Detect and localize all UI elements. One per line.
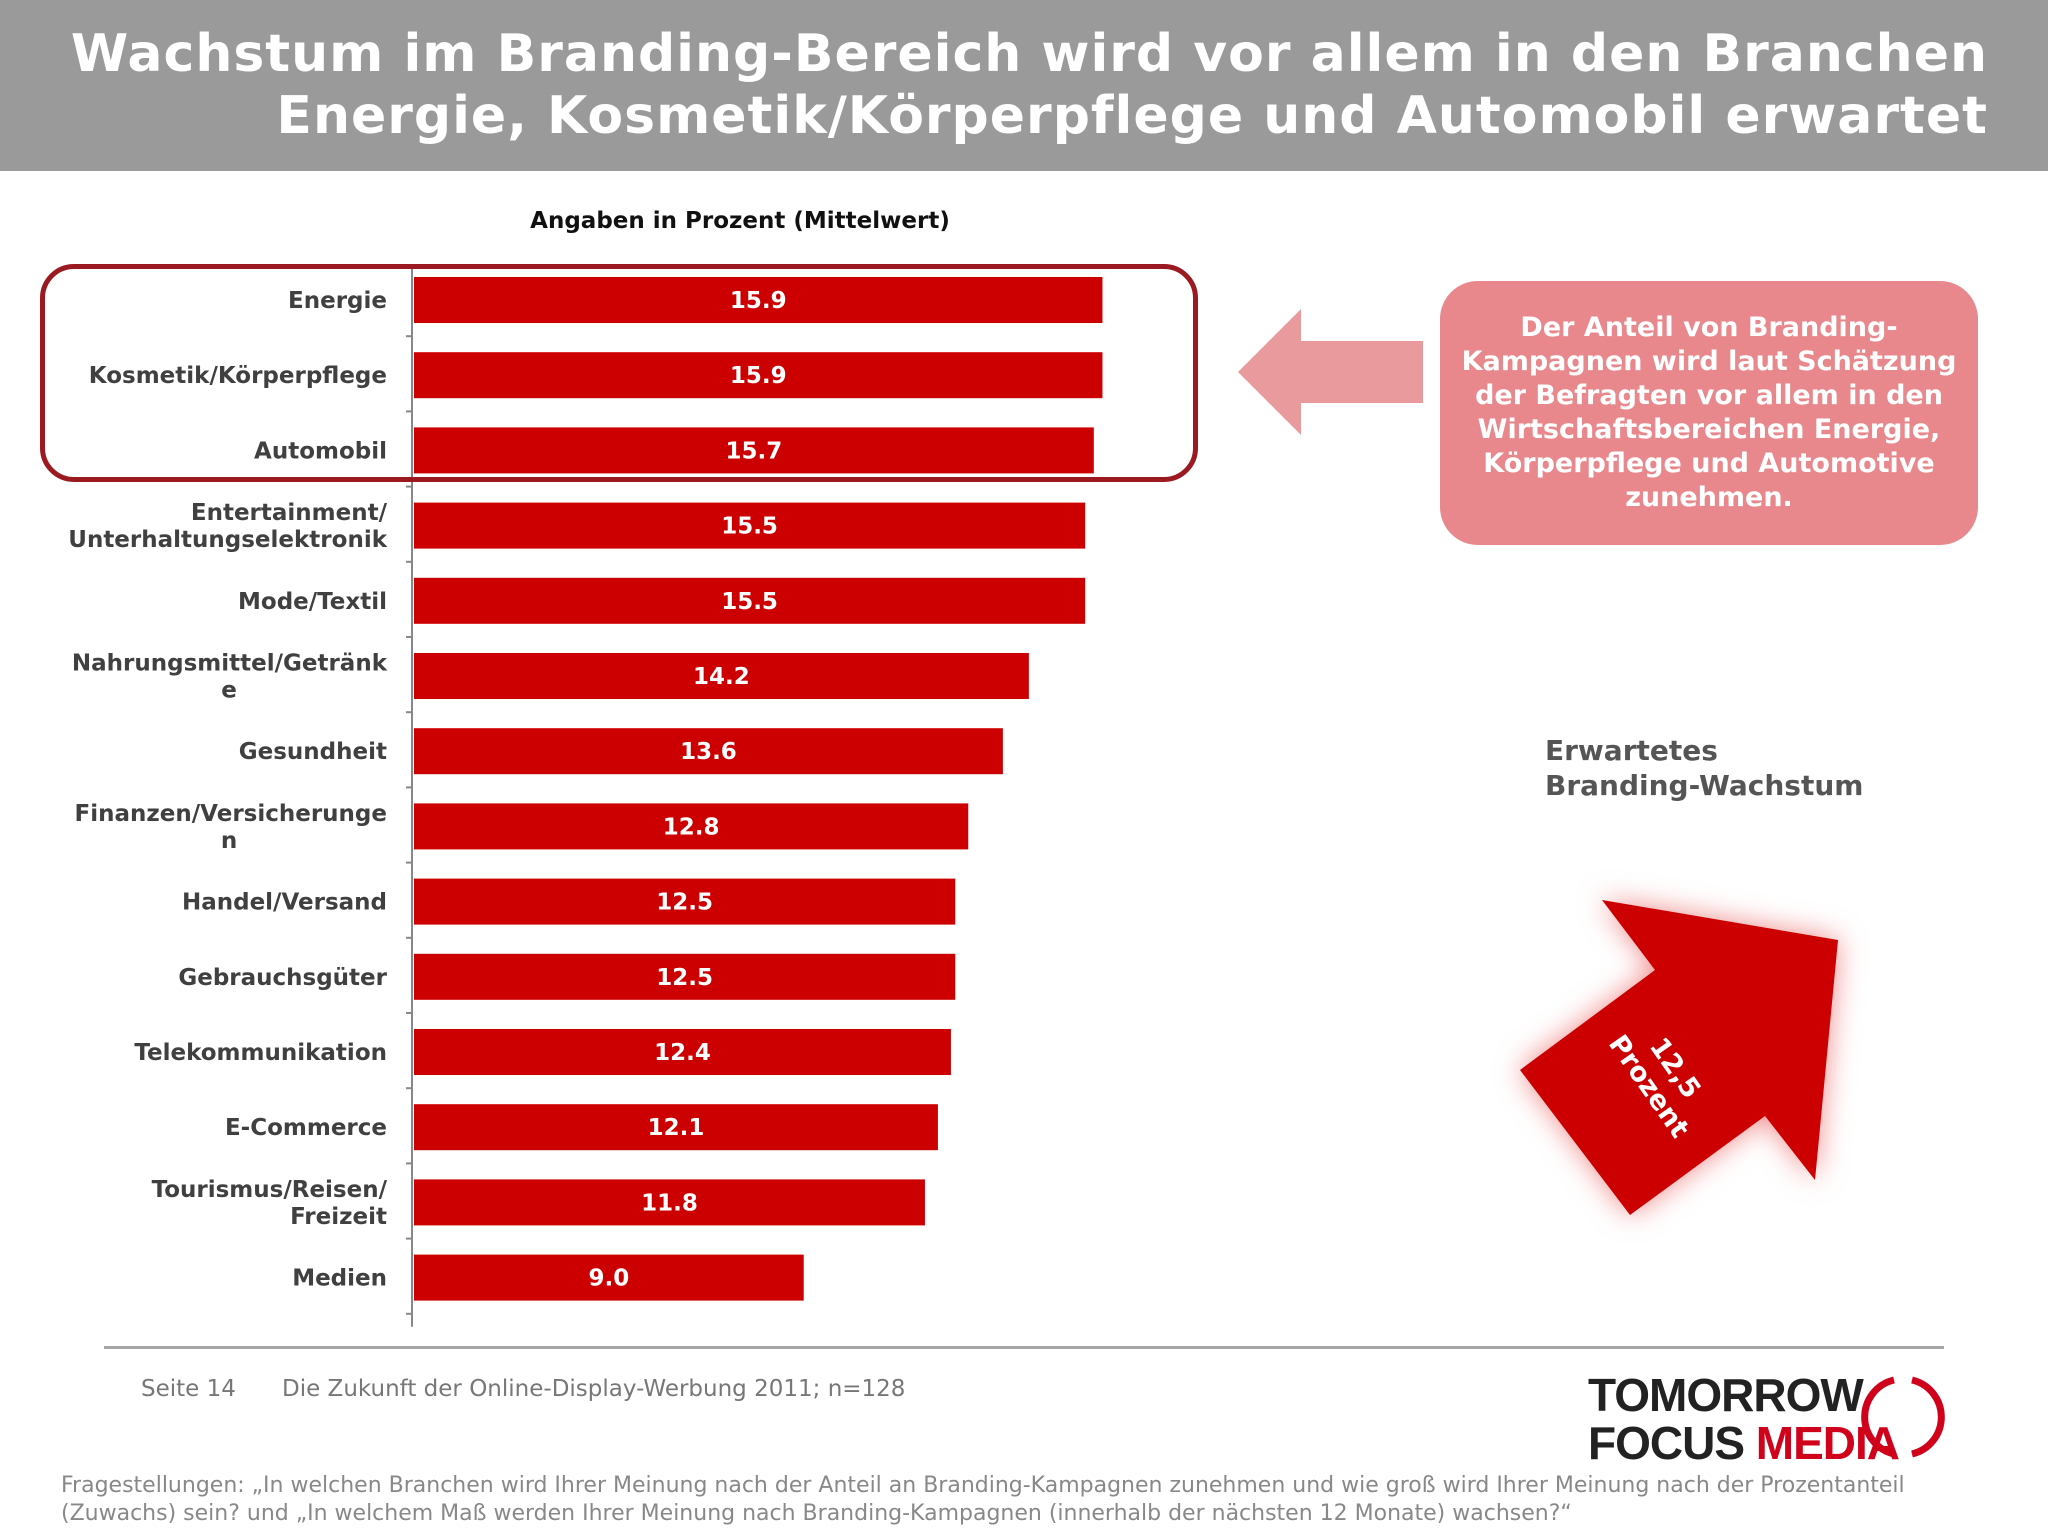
logo-line-1: TOMORROW [1588,1369,1864,1421]
logo-line-2: FOCUS MEDIA [1588,1416,1900,1470]
bar [414,803,969,850]
callout-text: Der Anteil von Branding-Kampagnen wird l… [1461,312,1957,513]
category-label: Gesundheit [239,739,387,765]
bar [414,502,1086,549]
logo-mark-icon [1861,1376,1945,1458]
category-label: Medien [292,1266,387,1292]
category-label: Freizeit [290,1204,387,1230]
bar [414,728,1003,775]
logo: TOMORROW FOCUS MEDIA [1588,1368,1948,1470]
bar-value-label: 12.4 [654,1040,711,1066]
bar-value-label: 11.8 [641,1190,698,1216]
bar-value-label: 15.5 [721,514,778,540]
category-label: Unterhaltungselektronik [68,527,387,553]
bar [414,653,1029,699]
bar [414,577,1086,624]
category-label: Nahrungsmittel/Getränk [72,651,388,677]
logo-line-2-focus: FOCUS [1588,1417,1756,1469]
page-title-line-1: Wachstum im Branding-Bereich wird vor al… [70,24,1988,84]
category-label: Mode/Textil [238,589,387,615]
bar-value-label: 15.9 [730,288,787,314]
source-text: Die Zukunft der Online-Display-Werbung 2… [282,1376,906,1402]
highlight-frame [40,264,1198,482]
page-number: Seite 14 [141,1376,236,1402]
category-label: Tourismus/Reisen/ [152,1177,388,1203]
category-label: Kosmetik/Körperpflege [89,363,387,389]
bar [414,953,956,1000]
bar-value-label: 9.0 [588,1266,629,1292]
page-title-line-2: Energie, Kosmetik/Körperpflege und Autom… [276,86,1988,146]
footer-divider [104,1346,1944,1349]
category-label: Gebrauchsgüter [178,965,387,991]
bar-value-label: 12.8 [663,814,720,840]
chart-subtitle: Angaben in Prozent (Mittelwert) [530,208,950,234]
bar [414,1029,951,1075]
bar [414,1179,925,1226]
category-label: Finanzen/Versicherunge [75,801,387,827]
title-banner: Wachstum im Branding-Bereich wird vor al… [0,0,2048,171]
left-arrow-icon [1238,309,1423,435]
bar [414,277,1103,323]
category-label: Energie [288,288,387,314]
callout-box: Der Anteil von Branding-Kampagnen wird l… [1440,281,1978,545]
bar [414,878,956,925]
bar-value-label: 14.2 [693,664,750,690]
growth-arrow-icon: 12,5 Prozent [1520,900,1838,1215]
question-footnote: Fragestellungen: „In welchen Branchen wi… [61,1473,1905,1526]
bar-value-label: 15.5 [721,589,778,615]
bar-value-label: 12.5 [656,965,713,991]
category-label: E-Commerce [225,1115,387,1141]
category-label: Telekommunikation [134,1040,387,1066]
bar-value-label: 12.1 [648,1115,705,1141]
bar-value-label: 13.6 [680,739,737,765]
category-label: Entertainment/ [191,500,388,526]
category-label: Handel/Versand [182,890,387,916]
bar [414,1104,938,1151]
bar-value-label: 15.9 [730,363,787,389]
category-label: e [221,678,237,704]
bar [414,1254,804,1301]
category-label: Automobil [254,438,387,464]
growth-title: Erwartetes Branding-Wachstum [1545,734,1864,802]
bar [414,427,1094,474]
bar [414,352,1103,399]
bar-chart: 15.9 Energie 15.9 Kosmetik/Körperpflege 15.7… [68,269,1103,1327]
category-label: n [221,828,237,854]
bar-value-label: 15.7 [726,438,783,464]
bar-value-label: 12.5 [656,890,713,916]
